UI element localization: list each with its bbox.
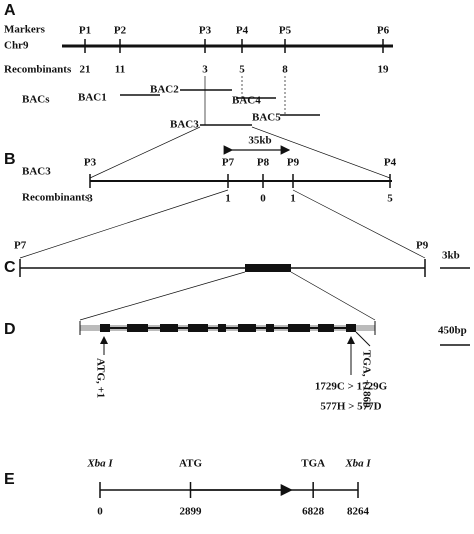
site-position: 6828 [302, 506, 325, 518]
bac-label: BAC3 [170, 119, 199, 131]
mutation-label: 1729C > 1729G [315, 381, 388, 393]
recombinant-count: 3 [87, 193, 93, 205]
row-label: BAC3 [22, 166, 51, 178]
panel-label: E [4, 471, 15, 488]
panel-label: B [4, 151, 16, 168]
scale-label: 450bp [438, 325, 467, 337]
panel-label: A [4, 2, 16, 19]
marker-label: P9 [287, 157, 300, 169]
recombinant-count: 19 [378, 64, 390, 76]
bac-label: BAC4 [232, 95, 261, 107]
zoom-line [79, 271, 246, 321]
zoom-line [19, 189, 229, 259]
recombinant-count: 11 [115, 64, 125, 76]
marker-label: P9 [416, 240, 429, 252]
bac-label: BAC1 [78, 92, 107, 104]
recombinant-count: 1 [225, 193, 231, 205]
panel-label: D [4, 321, 16, 338]
panel-b-markers: P3 3 P7 1 P8 0 P9 1 P4 5 [84, 157, 397, 205]
site-label: Xba I [344, 458, 371, 470]
site-position: 8264 [347, 506, 370, 518]
marker-label: P1 [79, 25, 91, 37]
row-label: Markers [4, 24, 46, 36]
site-label: Xba I [86, 458, 113, 470]
panel-a-markers: P1 21 P2 11 P3 3 P4 5 P5 8 P6 19 [79, 25, 390, 76]
zoom-line [290, 271, 376, 321]
panel-label: C [4, 259, 16, 276]
marker-label: P8 [257, 157, 270, 169]
bac-label: BAC5 [252, 112, 281, 124]
recombinant-count: 21 [80, 64, 91, 76]
scale-label: 3kb [442, 250, 460, 262]
recombinant-count: 5 [387, 193, 393, 205]
marker-label: P2 [114, 25, 127, 37]
marker-label: P4 [236, 25, 249, 37]
marker-label: P5 [279, 25, 292, 37]
exons [100, 324, 356, 332]
row-label: Chr9 [4, 40, 29, 52]
row-label: Recombinants [4, 64, 72, 76]
marker-label: P3 [199, 25, 212, 37]
panel-e: Xba I 0 ATG 2899 TGA 6828 Xba I 8264 [86, 458, 371, 518]
recombinant-count: 1 [290, 193, 296, 205]
mutation-label: 577H > 577D [320, 401, 381, 413]
recombinant-count: 8 [282, 64, 288, 76]
marker-label: P3 [84, 157, 97, 169]
marker-label: P7 [14, 240, 27, 252]
row-label: Recombinants [22, 192, 90, 204]
marker-label: P6 [377, 25, 390, 37]
recombinant-count: 3 [202, 64, 208, 76]
row-label: BACs [22, 94, 50, 106]
site-position: 2899 [180, 506, 203, 518]
zoom-line [89, 126, 201, 179]
site-position: 0 [97, 506, 103, 518]
distance-label: 35kb [248, 135, 271, 147]
bac-label: BAC2 [150, 84, 179, 96]
recombinant-count: 5 [239, 64, 245, 76]
stop-pointer [355, 331, 371, 347]
intron-line [100, 327, 356, 329]
start-label: ATG, +1 [94, 358, 106, 398]
zoom-line [251, 126, 391, 179]
marker-label: P4 [384, 157, 397, 169]
zoom-line [292, 189, 426, 259]
site-label: ATG [179, 458, 202, 470]
marker-label: P7 [222, 157, 235, 169]
stop-label: TGA, +1860 [360, 350, 372, 408]
site-label: TGA [301, 458, 325, 470]
recombinant-count: 0 [260, 193, 266, 205]
gene-box [245, 264, 291, 272]
